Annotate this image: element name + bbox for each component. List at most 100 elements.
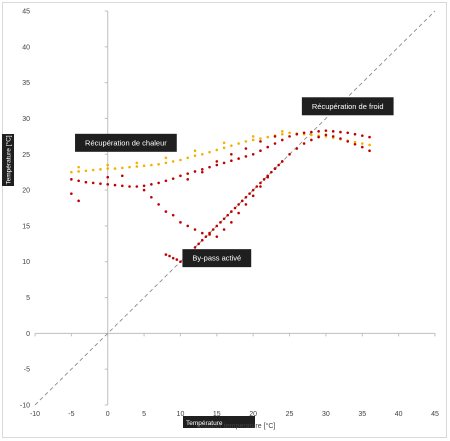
- data-point-series-2: [280, 138, 284, 142]
- data-point-series-2: [266, 145, 270, 149]
- data-point-series-2: [200, 231, 204, 235]
- data-point-series-2: [215, 224, 219, 228]
- x-tick-label: 5: [142, 411, 146, 418]
- data-point-series-1: [120, 166, 124, 170]
- data-point-series-2: [259, 140, 262, 143]
- y-axis-label-box: Température [°C]: [2, 134, 14, 186]
- data-point-series-2: [222, 217, 226, 221]
- x-tick-label: -5: [68, 411, 74, 418]
- data-point-series-2: [106, 175, 110, 179]
- data-point-series-2: [273, 167, 277, 170]
- data-point-series-2: [244, 203, 248, 206]
- data-point-series-2: [277, 163, 280, 167]
- data-point-series-2: [120, 184, 124, 188]
- data-point-series-1: [135, 161, 139, 165]
- data-point-series-2: [157, 181, 160, 185]
- data-point-series-2: [142, 188, 146, 192]
- data-point-series-1: [128, 165, 131, 169]
- data-point-series-2: [186, 178, 190, 181]
- data-point-series-2: [262, 178, 266, 181]
- y-tick-label: 35: [22, 80, 30, 87]
- data-point-series-1: [91, 168, 95, 172]
- x-tick-label: 45: [431, 411, 439, 418]
- data-point-series-2: [324, 133, 328, 137]
- data-point-series-1: [280, 130, 284, 133]
- data-point-series-1: [251, 138, 255, 142]
- data-point-series-2: [302, 131, 306, 135]
- y-tick-label: 10: [22, 259, 30, 266]
- data-point-series-2: [150, 183, 153, 186]
- data-point-series-1: [222, 141, 226, 145]
- data-point-series-1: [106, 167, 110, 170]
- data-point-series-2: [157, 203, 160, 206]
- data-point-series-1: [84, 169, 88, 173]
- annotation-label: Récupération de chaleur: [85, 138, 167, 147]
- data-point-series-2: [251, 194, 255, 198]
- data-point-series-2: [99, 182, 102, 185]
- annotation-label: By-pass activé: [192, 254, 241, 263]
- data-point-series-2: [186, 172, 190, 175]
- data-point-series-1: [99, 168, 102, 171]
- data-point-series-1: [164, 156, 168, 160]
- data-point-series-1: [200, 152, 204, 156]
- data-point-series-2: [142, 184, 146, 188]
- data-point-series-2: [240, 199, 244, 203]
- x-tick-label: 10: [177, 411, 185, 418]
- data-point-series-2: [106, 183, 110, 186]
- data-point-series-2: [251, 188, 255, 192]
- data-point-series-2: [317, 130, 320, 133]
- data-point-series-1: [142, 164, 146, 168]
- x-axis-label: Température: [186, 420, 223, 427]
- x-tick-label: 20: [249, 411, 257, 418]
- data-point-series-1: [230, 144, 233, 147]
- x-tick-label: 30: [322, 411, 330, 418]
- data-point-series-2: [230, 210, 233, 213]
- data-point-series-2: [193, 228, 197, 231]
- data-point-series-2: [179, 260, 182, 264]
- annotation: By-pass activé: [182, 249, 252, 268]
- data-point-series-2: [70, 178, 73, 181]
- data-point-series-2: [280, 160, 284, 163]
- data-point-series-2: [360, 145, 364, 149]
- data-point-series-2: [233, 206, 237, 210]
- data-point-series-2: [77, 179, 80, 183]
- data-point-series-2: [164, 179, 168, 183]
- data-point-series-2: [259, 149, 262, 152]
- data-point-series-2: [270, 170, 273, 174]
- data-point-series-2: [164, 210, 168, 213]
- data-point-series-2: [273, 135, 277, 138]
- data-point-series-1: [215, 148, 219, 152]
- data-point-series-1: [208, 150, 211, 154]
- data-point-series-2: [150, 195, 153, 199]
- data-point-series-1: [251, 135, 255, 138]
- data-point-series-2: [226, 213, 230, 217]
- data-point-series-2: [200, 168, 204, 171]
- data-point-series-2: [230, 221, 233, 224]
- data-point-series-1: [164, 161, 168, 165]
- annotation: Récupération de froid: [301, 97, 394, 116]
- y-tick-label: -10: [20, 403, 30, 410]
- annotation-box: [182, 249, 252, 268]
- data-point-series-2: [339, 137, 342, 140]
- data-point-series-1: [193, 154, 197, 158]
- data-point-series-2: [197, 242, 200, 246]
- data-point-series-2: [288, 135, 291, 138]
- data-point-series-2: [186, 224, 190, 228]
- x-tick-label: 35: [358, 411, 366, 418]
- x-tick-label: -10: [30, 411, 40, 418]
- data-point-series-2: [273, 142, 277, 145]
- data-point-series-1: [368, 143, 371, 147]
- data-point-series-2: [331, 130, 335, 133]
- data-point-series-2: [222, 228, 226, 231]
- data-point-series-2: [244, 195, 248, 199]
- data-point-series-1: [259, 137, 262, 140]
- y-tick-label: 0: [26, 331, 30, 338]
- data-point-series-2: [200, 238, 204, 242]
- data-point-series-2: [237, 157, 240, 160]
- data-point-series-2: [215, 163, 219, 167]
- data-point-series-2: [215, 160, 219, 163]
- data-point-series-1: [157, 163, 160, 166]
- data-point-series-2: [84, 180, 88, 184]
- data-point-series-2: [310, 130, 313, 134]
- data-point-series-2: [200, 170, 204, 174]
